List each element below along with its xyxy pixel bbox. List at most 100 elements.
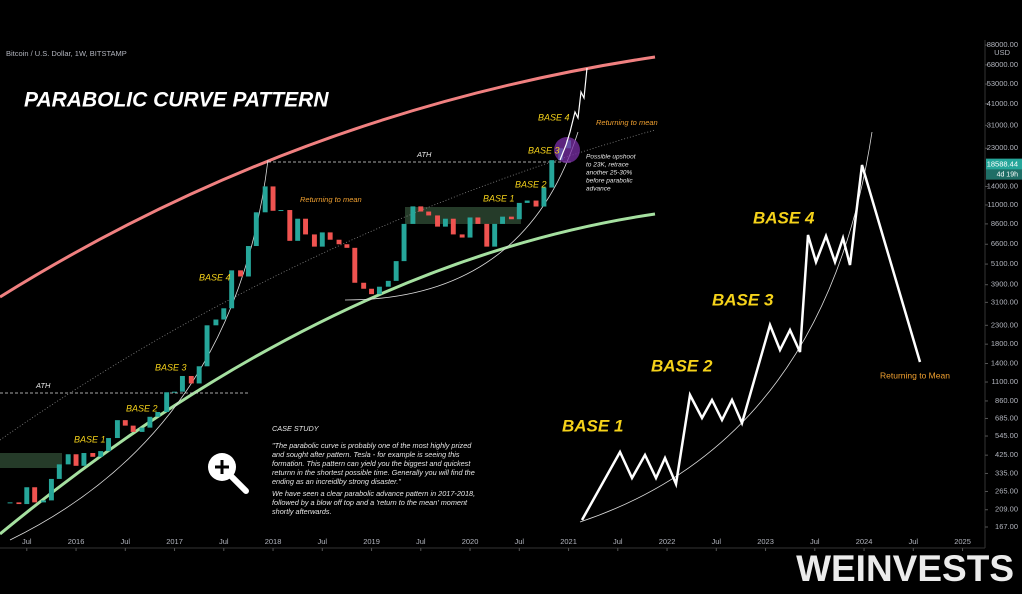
countdown-label: 4d 19h <box>997 171 1019 178</box>
candle <box>204 325 210 367</box>
upper-curve <box>0 55 656 299</box>
candle <box>352 247 358 283</box>
y-tick-label: 1800.00 <box>991 339 1018 348</box>
candle <box>155 411 161 417</box>
candle <box>410 206 416 224</box>
y-tick-label: 167.00 <box>995 522 1018 531</box>
candle <box>65 454 71 465</box>
candle <box>179 375 185 392</box>
y-tick-label: 53000.00 <box>987 79 1018 88</box>
candle <box>32 487 38 503</box>
case-study-line: shortly afterwards. <box>272 507 332 516</box>
candle <box>500 216 506 224</box>
candle <box>238 270 243 277</box>
candle <box>369 288 375 295</box>
case-study-line: formation. This pattern can yield you th… <box>272 459 471 468</box>
x-tick-label: 2020 <box>462 537 479 546</box>
x-tick-label: 2023 <box>757 537 774 546</box>
zoom-icon[interactable] <box>208 453 249 494</box>
annotation: ATH <box>35 381 51 390</box>
upshoot-path <box>559 67 588 161</box>
x-tick-label: Jul <box>22 537 32 546</box>
y-tick-label: 265.00 <box>995 486 1018 495</box>
candle <box>393 261 399 281</box>
countdown-tag <box>986 169 1022 180</box>
annotation: BASE 2 <box>515 179 547 189</box>
candle <box>90 453 96 457</box>
candle <box>467 217 473 238</box>
mean-curve <box>0 212 656 536</box>
y-tick-label: 23000.00 <box>987 143 1018 152</box>
candle <box>56 464 62 479</box>
y-tick-label: 11000.00 <box>987 200 1018 209</box>
y-tick-label: 14000.00 <box>987 181 1018 190</box>
price-tag-label: 18588.44 <box>987 160 1018 169</box>
illustration-label: BASE 2 <box>651 356 713 375</box>
candle <box>376 286 382 295</box>
illustration-label: BASE 4 <box>753 208 815 227</box>
candle <box>172 391 178 393</box>
candle <box>541 187 547 207</box>
candle <box>139 427 145 432</box>
y-tick-label: 425.00 <box>995 450 1018 459</box>
note-line: advance <box>586 186 611 193</box>
note-line: to 23K, retrace <box>586 162 629 169</box>
y-tick-label: 8600.00 <box>991 219 1018 228</box>
annotation: ATH <box>416 150 432 159</box>
candle <box>549 160 555 188</box>
candle <box>81 453 87 466</box>
parabola <box>344 131 579 301</box>
note-line: another 25-30% <box>586 170 632 177</box>
candle <box>327 232 333 240</box>
y-tick-label: 31000.00 <box>987 120 1018 129</box>
x-tick-label: 2025 <box>954 537 971 546</box>
x-tick-label: Jul <box>908 537 918 546</box>
illustration-path <box>580 164 922 521</box>
candle <box>401 223 407 262</box>
x-tick-label: 2016 <box>68 537 85 546</box>
candle <box>435 215 440 227</box>
y-tick-label: 1400.00 <box>991 358 1018 367</box>
candle <box>492 223 498 247</box>
x-tick-label: 2024 <box>856 537 873 546</box>
candle <box>319 232 325 247</box>
y-tick-label: 88000.00 <box>987 40 1018 49</box>
candle <box>114 420 120 439</box>
y-tick-label: 335.00 <box>995 468 1018 477</box>
candle <box>147 416 153 428</box>
candle <box>484 223 490 247</box>
candle <box>188 375 194 384</box>
candle <box>7 502 13 504</box>
candle <box>344 244 350 248</box>
y-tick-label: 68000.00 <box>987 60 1018 69</box>
candle <box>229 270 235 309</box>
illustration-label: Returning to Mean <box>880 370 950 380</box>
candle <box>516 202 522 220</box>
candle <box>253 212 259 247</box>
case-study-title: CASE STUDY <box>272 424 320 433</box>
y-tick-label: 3900.00 <box>991 280 1018 289</box>
candle <box>24 487 30 505</box>
y-tick-label: 41000.00 <box>987 99 1018 108</box>
candle <box>533 200 539 207</box>
y-tick-label: 545.00 <box>995 431 1018 440</box>
annotation: Returning to mean <box>596 118 658 127</box>
candle <box>130 425 136 432</box>
candle <box>196 366 202 384</box>
x-tick-label: Jul <box>219 537 229 546</box>
dotted-trend <box>0 129 656 441</box>
candle <box>459 234 465 238</box>
annotation: BASE 3 <box>155 362 187 372</box>
case-study-line: and sought after pattern. Tesla - for ex… <box>272 450 460 459</box>
currency: USD <box>994 48 1010 57</box>
annotation: BASE 4 <box>538 112 570 122</box>
annotation: BASE 1 <box>483 193 515 203</box>
candle <box>278 210 284 212</box>
y-tick-label: 1100.00 <box>991 377 1018 386</box>
annotation: BASE 4 <box>199 272 231 282</box>
candle <box>164 392 170 412</box>
candle <box>221 308 227 320</box>
x-tick-label: Jul <box>810 537 820 546</box>
chart-title: PARABOLIC CURVE PATTERN <box>24 89 329 112</box>
